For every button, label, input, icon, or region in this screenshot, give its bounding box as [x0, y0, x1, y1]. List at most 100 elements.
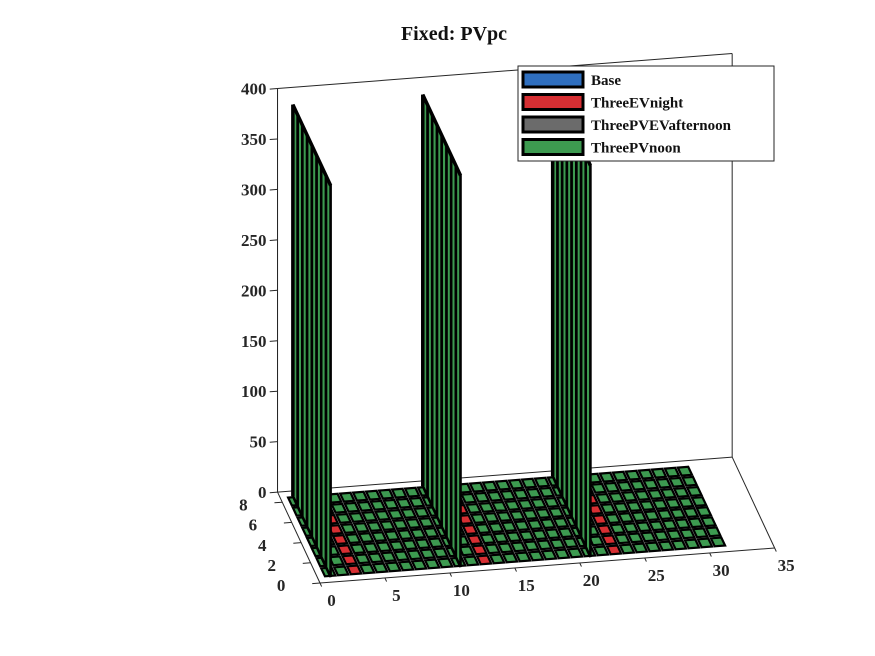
floor-cell	[340, 554, 359, 566]
x-tick-label: 0	[327, 591, 336, 610]
floor-cell	[670, 539, 688, 551]
floor-cell	[331, 534, 349, 546]
floor-cell	[507, 478, 525, 490]
floor-cell	[404, 517, 423, 530]
floor-cell	[345, 564, 363, 576]
legend-swatch	[521, 93, 585, 111]
floor-cell	[598, 471, 616, 483]
floor-cell	[660, 519, 679, 531]
z-tick-mark	[269, 138, 278, 141]
floor-cell	[343, 501, 361, 513]
floor-cell	[399, 507, 418, 519]
floor-cell	[488, 553, 506, 565]
floor-cell	[633, 489, 652, 501]
floor-cell	[397, 560, 415, 572]
floor-cell	[628, 479, 647, 491]
legend-items: Base ThreeEVnight ThreePVEVafternoon ThreeP…	[521, 70, 732, 157]
floor-cell	[553, 548, 571, 560]
floor-cell	[709, 536, 727, 548]
floor-cell	[589, 482, 608, 494]
floor-cell	[388, 540, 406, 552]
floor-cell	[615, 480, 634, 492]
floor-cell	[392, 550, 411, 562]
floor-cell	[599, 502, 617, 515]
floor-cell	[667, 476, 686, 488]
z-tick-label: 50	[250, 433, 267, 452]
axis-line	[277, 491, 321, 584]
floor-cell	[611, 470, 629, 482]
floor-cell	[539, 518, 557, 530]
floor-cell	[373, 509, 392, 521]
floor-cell	[423, 558, 441, 570]
floor-cell	[494, 479, 512, 491]
floor-cell	[369, 499, 387, 511]
floor-cell	[538, 486, 556, 498]
floor-cell	[360, 510, 379, 522]
floor-cell	[464, 502, 483, 514]
floor-cell	[491, 532, 510, 544]
z-tick-label: 100	[241, 382, 267, 401]
z-tick-mark	[269, 239, 278, 241]
y-tick-label: 8	[239, 495, 248, 514]
x-tick-mark	[774, 547, 777, 552]
x-tick-label: 30	[713, 561, 730, 580]
floor-cell	[513, 520, 531, 532]
floor-cell	[535, 539, 554, 551]
floor-cell	[462, 555, 480, 567]
floor-cell	[621, 522, 640, 534]
floor-cell	[602, 481, 621, 493]
floor-cell	[414, 538, 432, 550]
floor-cell	[431, 547, 450, 559]
floor-cell	[650, 467, 668, 479]
floor-cell	[496, 542, 515, 554]
floor-cell	[647, 520, 666, 532]
z-tick-label: 350	[241, 130, 267, 149]
y-tick-mark	[293, 542, 302, 544]
floor-cell	[704, 526, 722, 538]
z-tick-mark	[269, 340, 278, 342]
floor-cell	[612, 501, 630, 514]
floor-cell	[503, 499, 522, 511]
legend-swatch	[521, 115, 585, 134]
floor-cell	[672, 486, 691, 498]
floor-cell	[607, 491, 626, 503]
floor-cell	[678, 528, 697, 540]
floor-cell	[656, 509, 674, 521]
z-tick-mark	[269, 441, 278, 443]
floor-cell	[336, 544, 354, 556]
z-tick-mark	[269, 289, 278, 292]
floor-cell	[391, 518, 410, 531]
y-tick-mark	[274, 501, 283, 504]
axis-line	[319, 547, 775, 584]
floor-cell	[481, 480, 499, 492]
x-tick-mark	[709, 552, 712, 557]
x-tick-label: 35	[778, 556, 795, 575]
floor-cell	[530, 529, 549, 541]
box-edge	[731, 456, 776, 549]
floor-cell	[418, 548, 437, 560]
z-tick-mark	[269, 88, 278, 90]
floor-cell	[663, 466, 681, 478]
floor-cell	[351, 490, 369, 502]
z-tick-mark	[269, 390, 278, 393]
z-tick-mark	[269, 188, 278, 191]
floor-cell	[529, 497, 548, 509]
legend: Base ThreeEVnight ThreePVEVafternoon ThreeP…	[517, 65, 775, 162]
floor-cell	[475, 554, 493, 566]
floor-cell	[468, 481, 486, 493]
floor-cell	[646, 488, 665, 500]
floor-cell	[608, 523, 627, 535]
floor-cell	[417, 516, 436, 529]
y-tick-mark	[312, 582, 321, 585]
floor-cell	[487, 522, 505, 534]
legend-swatch	[521, 138, 585, 156]
y-tick-mark	[283, 521, 292, 524]
floor-cell	[356, 500, 374, 512]
floor-cell	[379, 551, 398, 563]
z-tick-mark	[269, 491, 278, 494]
floor-cell	[508, 509, 526, 522]
floor-cell	[624, 469, 642, 481]
floor-cell	[699, 516, 718, 528]
floor-cell	[499, 489, 517, 501]
floor-cell	[644, 541, 662, 553]
